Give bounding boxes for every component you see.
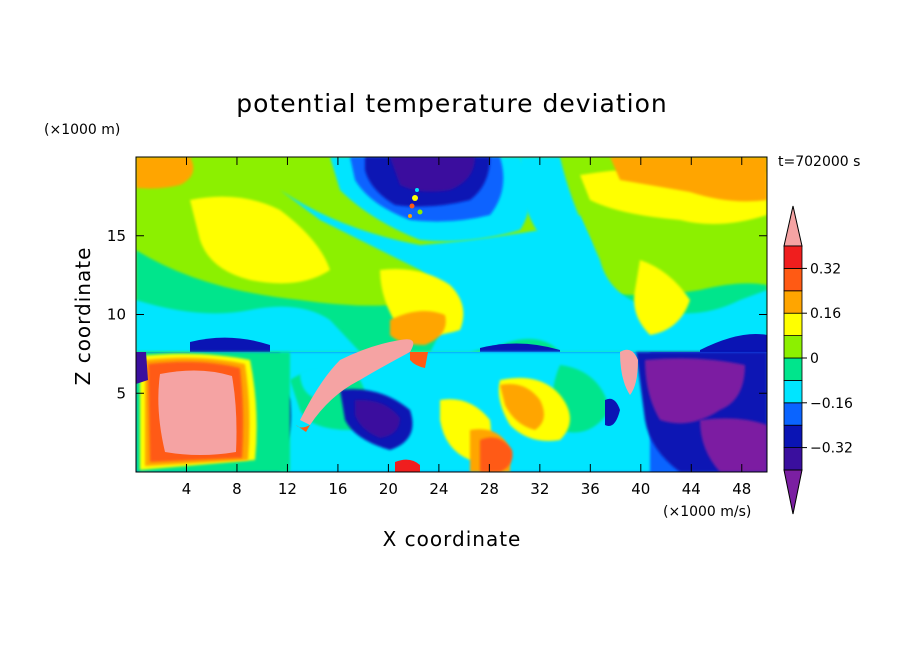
contour-field — [136, 157, 767, 472]
colorbar-band — [783, 267, 803, 292]
x-tick-label: 16 — [328, 480, 347, 498]
colorbar-min-arrow — [783, 469, 803, 515]
x-tick-label: 24 — [429, 480, 448, 498]
x-tick-label: 40 — [631, 480, 650, 498]
colorbar-max-arrow — [783, 205, 803, 247]
colorbar-band — [783, 402, 803, 426]
colorbar-band — [783, 245, 803, 269]
colorbar-label: 0.16 — [810, 306, 841, 322]
y-units-label: (×1000 m) — [44, 122, 120, 138]
colorbar-band — [783, 312, 803, 337]
colorbar-label: 0.32 — [810, 261, 841, 277]
y-axis-label: Z coordinate — [71, 247, 95, 386]
chart-title: potential temperature deviation — [236, 89, 667, 118]
x-axis-label: X coordinate — [383, 527, 522, 551]
colorbar: 0.32 0.16 0 −0.16 −0.32 — [783, 205, 853, 515]
colorbar-band — [783, 424, 803, 449]
colorbar-band — [783, 335, 803, 359]
y-tick-label: 15 — [107, 227, 126, 245]
x-tick-label: 48 — [732, 480, 751, 498]
y-axis: 5 10 15 — [107, 227, 767, 402]
x-tick-label: 4 — [182, 480, 192, 498]
time-label: t=702000 s — [778, 154, 860, 170]
y-tick-label: 5 — [116, 384, 126, 402]
colorbar-band — [783, 290, 803, 314]
colorbar-band — [783, 379, 803, 404]
x-tick-label: 28 — [480, 480, 499, 498]
x-tick-label: 44 — [682, 480, 701, 498]
x-units-label: (×1000 m/s) — [663, 504, 751, 520]
x-axis: 4 8 12 16 20 24 28 32 36 40 44 48 — [182, 157, 751, 498]
colorbar-label: −0.16 — [810, 396, 853, 412]
colorbar-band — [783, 447, 803, 471]
x-tick-label: 32 — [530, 480, 549, 498]
x-tick-label: 8 — [232, 480, 242, 498]
x-tick-label: 36 — [581, 480, 600, 498]
x-tick-label: 12 — [278, 480, 297, 498]
x-tick-label: 20 — [379, 480, 398, 498]
colorbar-label: 0 — [810, 351, 819, 367]
colorbar-band — [783, 357, 803, 381]
colorbar-label: −0.32 — [810, 441, 853, 457]
y-tick-label: 10 — [107, 306, 126, 324]
